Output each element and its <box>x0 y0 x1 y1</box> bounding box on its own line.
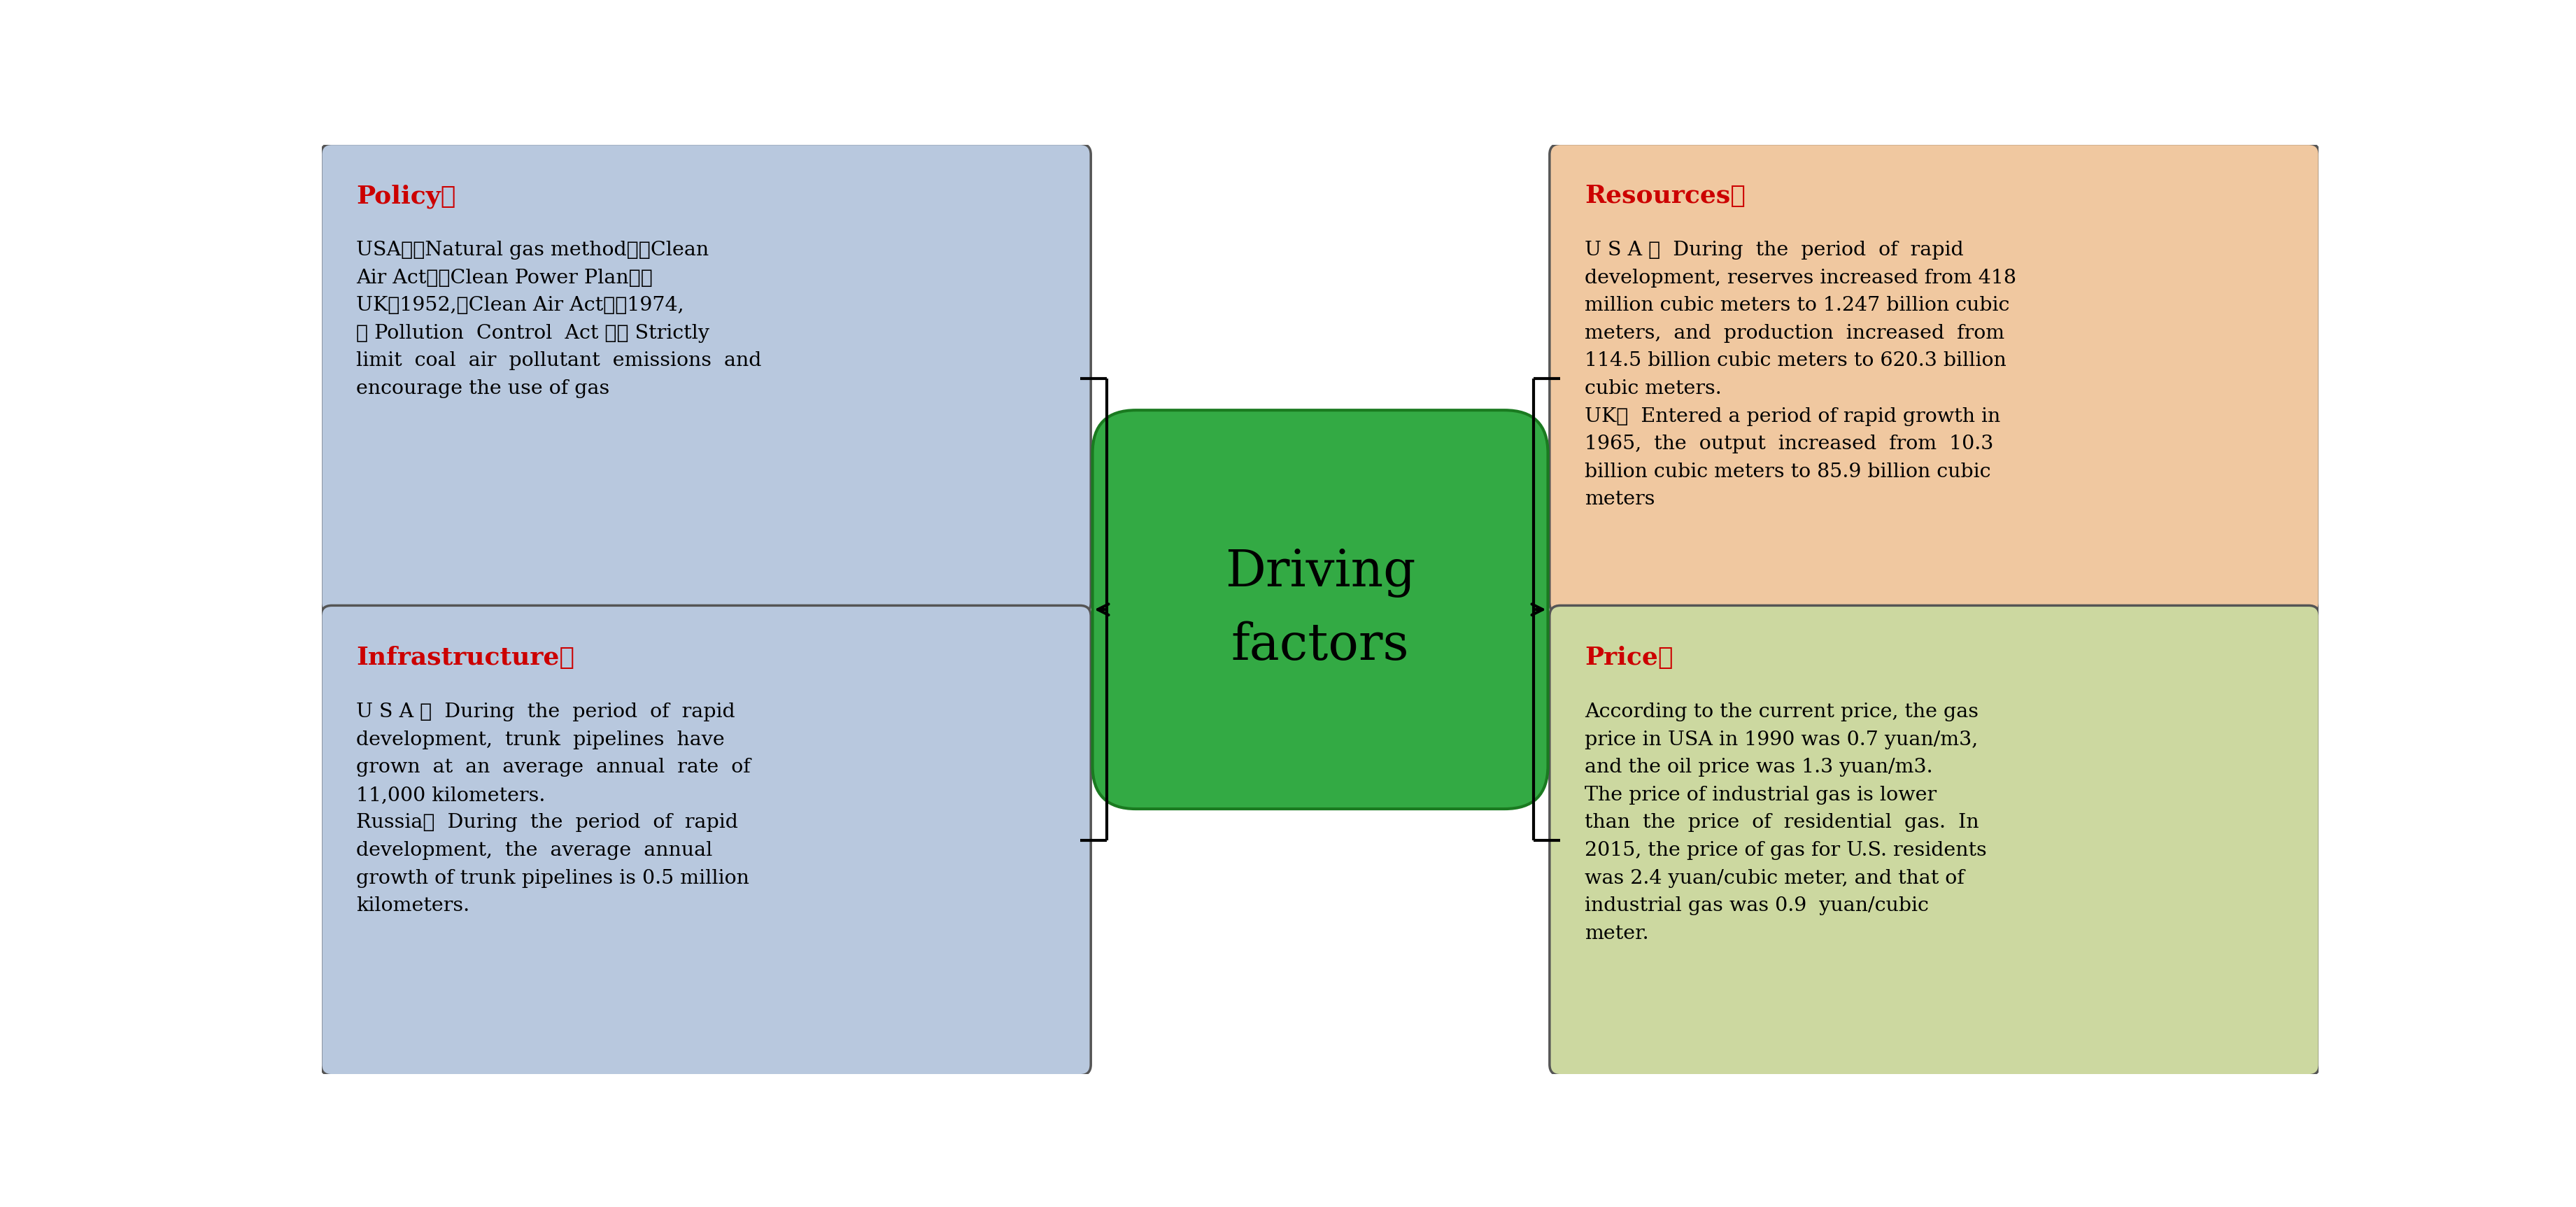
FancyBboxPatch shape <box>1551 144 2318 613</box>
Text: USA：《Natural gas method》《Clean
Air Act》《Clean Power Plan》；
UK：1952,《Clean Air Ac: USA：《Natural gas method》《Clean Air Act》《… <box>355 240 762 398</box>
Text: Resources：: Resources： <box>1584 185 1747 208</box>
FancyBboxPatch shape <box>1092 410 1548 809</box>
Text: U S A ：  During  the  period  of  rapid
development, reserves increased from 418: U S A ： During the period of rapid devel… <box>1584 240 2017 509</box>
FancyBboxPatch shape <box>322 144 1090 613</box>
FancyBboxPatch shape <box>1551 606 2318 1075</box>
FancyBboxPatch shape <box>322 606 1090 1075</box>
Text: U S A ：  During  the  period  of  rapid
development,  trunk  pipelines  have
gro: U S A ： During the period of rapid devel… <box>355 702 750 915</box>
Text: Price：: Price： <box>1584 646 1674 670</box>
Text: Infrastructure：: Infrastructure： <box>355 646 574 670</box>
Text: According to the current price, the gas
price in USA in 1990 was 0.7 yuan/m3,
an: According to the current price, the gas … <box>1584 702 1986 943</box>
Text: Driving
factors: Driving factors <box>1226 548 1414 671</box>
Text: Policy：: Policy： <box>355 185 456 209</box>
